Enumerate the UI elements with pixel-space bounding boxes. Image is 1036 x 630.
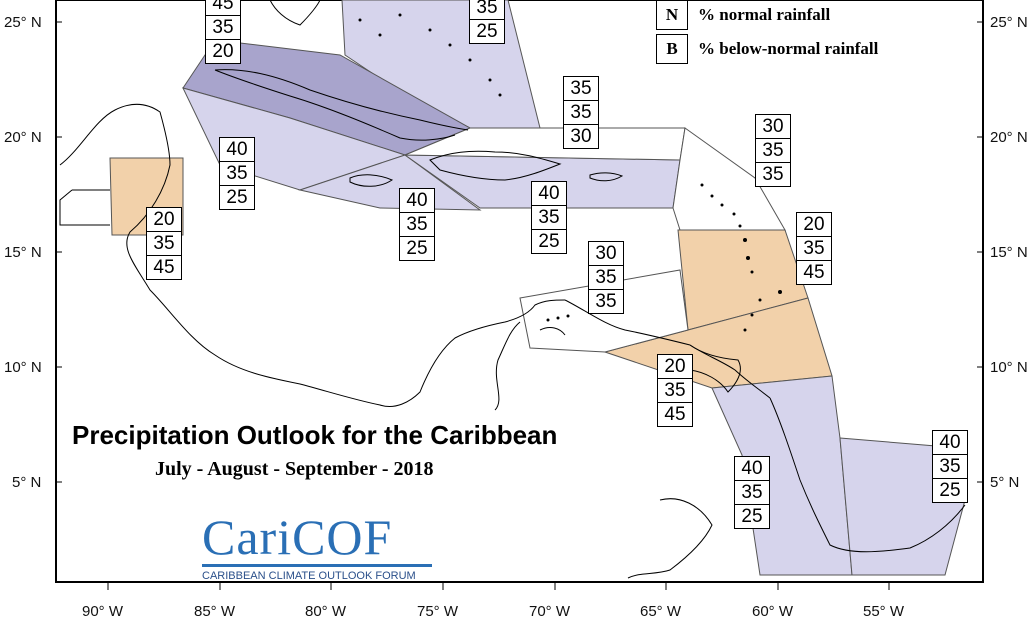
lon-label-75: 75° W — [417, 603, 459, 620]
prob-normal: 35 — [735, 481, 769, 505]
prob-above: 40 — [735, 457, 769, 481]
lat-label-right-5: 5° N — [990, 474, 1019, 491]
legend-text-normal: % normal rainfall — [698, 5, 831, 24]
prob-below: 35 — [762, 164, 784, 185]
prob-normal: 35 — [206, 16, 240, 40]
prob-above: 35 — [564, 77, 598, 101]
prob-normal: 35 — [564, 101, 598, 125]
lat-label-left-25: 25° N — [4, 14, 42, 31]
prob-normal: 35 — [532, 206, 566, 230]
prob-above: 20 — [658, 355, 692, 379]
prob-box-turks-caicos: 35 35 30 — [563, 76, 599, 149]
lon-label-90: 90° W — [82, 603, 124, 620]
island-dots — [358, 13, 782, 332]
prob-below: 20 — [212, 41, 234, 62]
prob-below: 25 — [226, 187, 248, 208]
prob-normal: 35 — [756, 139, 790, 163]
prob-above: 30 — [756, 115, 790, 139]
prob-normal: 35 — [147, 232, 181, 256]
lat-label-right-10: 10° N — [990, 359, 1028, 376]
lon-label-80: 80° W — [305, 603, 347, 620]
legend-row-normal: N % normal rainfall — [656, 0, 830, 30]
lat-label-left-15: 15° N — [4, 244, 42, 261]
lat-label-right-25: 25° N — [990, 14, 1028, 31]
prob-below: 25 — [939, 480, 961, 501]
prob-below: 30 — [570, 126, 592, 147]
prob-below: 25 — [476, 21, 498, 42]
caricof-logo: CariCOF CARIBBEAN CLIMATE OUTLOOK FORUM — [202, 512, 432, 582]
prob-above: 45 — [206, 0, 240, 16]
prob-normal: 35 — [220, 162, 254, 186]
prob-above: 20 — [797, 213, 831, 237]
coastlines — [59, 0, 966, 579]
prob-normal: 35 — [400, 213, 434, 237]
prob-box-bahamas: 35 25 — [469, 0, 505, 44]
prob-box-hispaniola: 40 35 25 — [531, 181, 567, 254]
prob-below: 25 — [538, 231, 560, 252]
axis-ticks — [56, 21, 983, 590]
prob-normal: 35 — [470, 0, 504, 20]
map-title: Precipitation Outlook for the Caribbean — [72, 420, 558, 450]
legend-text-below: % below-normal rainfall — [698, 39, 879, 58]
logo-wordmark: CariCOF — [202, 509, 393, 565]
prob-below: 25 — [406, 238, 428, 259]
prob-normal: 35 — [933, 455, 967, 479]
prob-below: 45 — [153, 257, 175, 278]
prob-above: 40 — [532, 182, 566, 206]
prob-box-suriname-guiana: 40 35 25 — [932, 430, 968, 503]
lon-label-55: 55° W — [863, 603, 905, 620]
region-jamaica-polygon — [298, 154, 482, 211]
prob-above: 30 — [589, 242, 623, 266]
legend-key-below: B — [656, 34, 688, 64]
prob-box-florida: 45 35 20 — [205, 0, 241, 64]
legend-row-below: B % below-normal rainfall — [656, 34, 878, 64]
prob-above: 40 — [400, 189, 434, 213]
prob-box-abc-islands: 30 35 35 — [588, 241, 624, 314]
prob-below: 35 — [595, 291, 617, 312]
lat-label-right-15: 15° N — [990, 244, 1028, 261]
prob-normal: 35 — [658, 379, 692, 403]
map-subtitle: July - August - September - 2018 — [155, 458, 434, 480]
prob-box-northern-leewards: 30 35 35 — [755, 114, 791, 187]
lon-label-70: 70° W — [529, 603, 571, 620]
logo-tagline: CARIBBEAN CLIMATE OUTLOOK FORUM — [202, 570, 416, 582]
lat-label-left-5: 5° N — [12, 474, 41, 491]
prob-box-trinidad: 20 35 45 — [657, 354, 693, 427]
lon-label-60: 60° W — [752, 603, 794, 620]
prob-below: 45 — [803, 262, 825, 283]
prob-normal: 35 — [589, 266, 623, 290]
lat-label-right-20: 20° N — [990, 129, 1028, 146]
lon-label-85: 85° W — [194, 603, 236, 620]
prob-above: 40 — [933, 431, 967, 455]
lat-label-left-10: 10° N — [4, 359, 42, 376]
legend-key-normal: N — [656, 0, 688, 30]
prob-above: 20 — [147, 208, 181, 232]
prob-box-belize: 20 35 45 — [146, 207, 182, 280]
logo-rule — [202, 564, 432, 567]
prob-box-windwards: 20 35 45 — [796, 212, 832, 285]
lon-label-65: 65° W — [640, 603, 682, 620]
prob-below: 25 — [741, 506, 763, 527]
prob-box-cayman: 40 35 25 — [219, 137, 255, 210]
prob-below: 45 — [664, 404, 686, 425]
prob-above: 40 — [220, 138, 254, 162]
lat-label-left-20: 20° N — [4, 129, 42, 146]
prob-box-jamaica: 40 35 25 — [399, 188, 435, 261]
prob-box-guyana: 40 35 25 — [734, 456, 770, 529]
prob-normal: 35 — [797, 237, 831, 261]
